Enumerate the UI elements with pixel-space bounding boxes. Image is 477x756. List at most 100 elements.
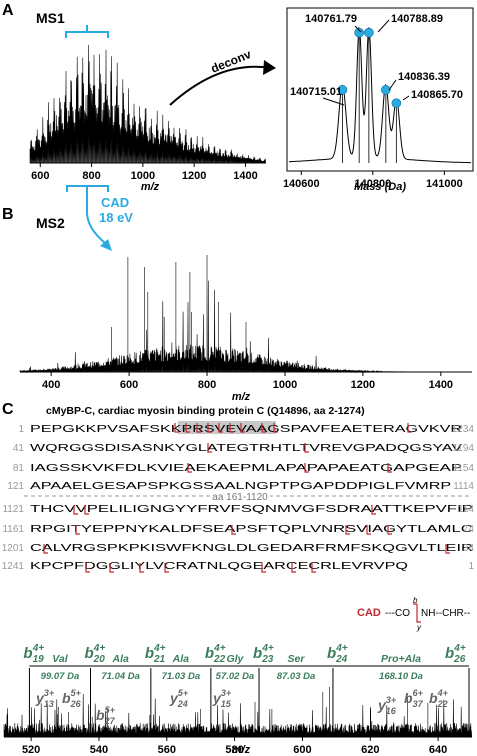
sequence-row-text: THCVVPELILIGNGYYFRVFSQNMVGFSDRAATTKEPVFI… <box>30 504 473 515</box>
mass-gap-residue: Val <box>52 653 68 665</box>
ms2-spectrum-trace <box>19 255 472 374</box>
inset-frame <box>286 7 474 172</box>
cleavage-mark <box>185 423 190 433</box>
mass-gap-residue: Ser <box>288 653 306 665</box>
ms2-x-axis-label: m/z <box>232 391 251 403</box>
sequence-row-start: 1241 <box>2 561 25 572</box>
cleavage-mark <box>207 443 212 453</box>
mass-gap-delta: 71.03 Da <box>162 671 201 682</box>
peak-label-140788: 140788.89 <box>391 13 443 25</box>
sequence-row-start: 81 <box>13 463 25 474</box>
inset-x-axis-label: Mass (Da) <box>354 181 406 193</box>
fragment-ion-label: b376+ <box>404 688 424 709</box>
cleavage-mark <box>229 423 234 433</box>
cleavage-mark <box>345 525 350 535</box>
ms1-tick-label: 1200 <box>182 170 206 182</box>
cleavage-mark <box>371 505 376 515</box>
sequence-row-end: 1234 <box>452 424 475 435</box>
cad-arrow <box>86 186 106 244</box>
sequence-row-end: 1 <box>468 561 474 572</box>
peak-dot <box>354 27 364 38</box>
panel-label-c: C <box>2 401 14 418</box>
deconv-arrowhead <box>263 60 276 75</box>
deconvoluted-trace <box>289 26 471 164</box>
ms1-tick-label: 600 <box>31 170 49 182</box>
fragment-cleavage-marks <box>43 423 450 573</box>
cleavage-mark <box>445 544 450 554</box>
sequence-row-text: IAGSSKVKFDLKVIEAEKAEPMLAPAPAPAEATGAPGEAP <box>30 463 463 474</box>
c-tick-label: 580 <box>225 744 243 756</box>
fragment-ion-label: y163+ <box>377 695 397 716</box>
cleavage-mark <box>43 544 48 554</box>
gap-label-bg <box>210 490 270 502</box>
sequence-gap-label: aa 161-1120 <box>212 492 268 503</box>
cad-label: CAD <box>101 195 129 210</box>
ms2-tick-label: 600 <box>120 379 138 391</box>
mass-gap-delta: 57.02 Da <box>216 671 255 682</box>
cleavage-mark <box>84 505 89 515</box>
cleavage-mark <box>304 443 309 453</box>
peak-label-140836: 140836.39 <box>398 71 450 83</box>
peak-dot <box>364 27 374 38</box>
sequence-row-end: 74 <box>463 524 475 535</box>
sequence-row-end: 1154 <box>452 463 474 474</box>
cleavage-mark <box>196 423 201 433</box>
cleavage-mark <box>164 563 169 573</box>
c-tick-label: 620 <box>361 744 379 756</box>
ms1-tick-label: 800 <box>82 170 100 182</box>
cleavage-mark <box>407 423 412 433</box>
peak-label-140761: 140761.79 <box>305 13 357 25</box>
ms2-plot: 400 600 800 1000 1200 1400 m/z <box>19 255 472 403</box>
c-tick-label: 640 <box>429 744 447 756</box>
ms1-x-axis-label: m/z <box>141 181 160 193</box>
cleavage-mark <box>207 423 212 433</box>
cad-scheme-label: CAD <box>357 607 381 619</box>
sequence-row-start: 41 <box>13 443 25 454</box>
cad-cleavage-scheme: CAD ---CO NH--CHR-- b y <box>357 596 470 632</box>
ms2-tick-label: 800 <box>198 379 216 391</box>
sequence-highlight <box>178 421 276 434</box>
sequence-row-text: KPCPFDGGLIYLVCRATNLQGEARCECRLEVRVPQ <box>30 561 408 572</box>
cleavage-mark <box>387 463 392 473</box>
cleavage-mark <box>218 423 223 433</box>
inset-tick-label: 140800 <box>354 178 391 190</box>
mass-gap-delta: 168.10 Da <box>379 671 423 682</box>
cleavage-mark <box>273 423 278 433</box>
ms2-tick-label: 1200 <box>351 379 375 391</box>
sequence-title: cMyBP-C, cardiac myosin binding protein … <box>46 405 365 417</box>
deconvoluted-plot: 140600 140800 141000 Mass (Da) 140761.79 1… <box>283 7 474 193</box>
cleavage-mark <box>240 423 245 433</box>
cad-scheme-left: ---CO <box>385 608 410 619</box>
ms1-plot: 600 800 1000 1200 1400 m/z <box>29 44 266 193</box>
cleavage-mark <box>304 463 309 473</box>
b-ion-label: b194+ <box>23 643 44 665</box>
cad-scheme-right: NH--CHR-- <box>421 608 470 619</box>
mass-gap-residue: Gly <box>226 653 244 665</box>
ms1-tick-label: 1000 <box>131 170 155 182</box>
fragment-ion-label: y245+ <box>169 688 189 709</box>
fragment-ion-label: y153+ <box>212 688 232 709</box>
sequence-row-end: 114 <box>458 504 474 515</box>
ms1-spectrum-trace <box>29 44 266 164</box>
mass-gap-residue: Ala <box>172 653 190 665</box>
cleavage-mark <box>73 505 78 515</box>
ms2-tick-label: 1000 <box>273 379 297 391</box>
panel-label-b: B <box>2 206 14 223</box>
ms2-tick-label: 1400 <box>429 379 453 391</box>
ms1-title: MS1 <box>36 10 65 26</box>
cleavage-mark <box>75 525 80 535</box>
sequence-rows: 1 PEPGKKPVSAFSKKPRSVEVAAGSPAVFEAETERAGVKV… <box>2 424 475 572</box>
sequence-row-end: 1194 <box>452 443 474 454</box>
mass-gap-delta: 71.04 Da <box>101 671 140 682</box>
b-ion-label: b224+ <box>205 643 226 665</box>
sequence-row-end: 1114 <box>453 481 474 492</box>
cleavage-mark <box>261 563 266 573</box>
sequence-row-end: 34 <box>463 543 475 554</box>
cleavage-mark <box>366 525 371 535</box>
sequence-row-start: 1121 <box>2 504 24 515</box>
sequence-row-text: APAAELGESAPSPKGSSAALNGPTPGAPDDPIGLFVMRP <box>30 481 452 492</box>
cleavage-mark <box>174 423 179 433</box>
sequence-row-text: PEPGKKPVSAFSKKPRSVEVAAGSPAVFEAETERAGVKVR <box>30 424 462 435</box>
ms2-tick-label: 400 <box>42 379 60 391</box>
